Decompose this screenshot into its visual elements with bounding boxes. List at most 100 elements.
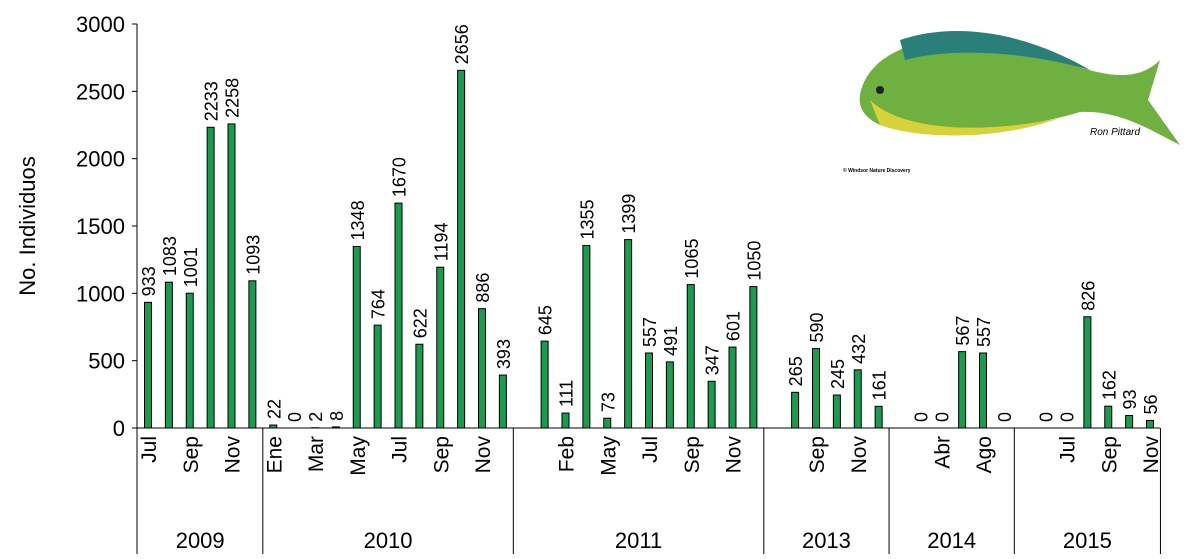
value-label: 0 (1058, 412, 1078, 422)
x-tick-label: May (597, 436, 620, 476)
x-tick-label: Nov (848, 436, 871, 474)
bar (687, 285, 694, 428)
bar (186, 293, 193, 428)
bar (604, 418, 611, 428)
bar (562, 413, 569, 428)
value-label: 0 (1037, 412, 1057, 422)
bar (833, 395, 840, 428)
value-label: 933 (139, 266, 159, 296)
artist-signature: Ron Pittard (1090, 127, 1140, 138)
value-label: 2656 (452, 24, 472, 64)
value-label: 161 (870, 370, 890, 400)
value-label: 111 (557, 380, 577, 407)
x-tick-label: Jul (389, 436, 412, 463)
value-label: 826 (1078, 281, 1098, 311)
bar (270, 425, 277, 428)
value-label: 1399 (619, 194, 639, 234)
group-label: 2010 (364, 528, 413, 553)
value-label: 557 (974, 317, 994, 347)
value-label: 491 (661, 326, 681, 356)
bar (959, 352, 966, 428)
value-label: 1065 (682, 239, 702, 279)
bar (625, 240, 632, 428)
value-label: 0 (932, 412, 952, 422)
bar (1105, 406, 1112, 428)
value-label: 56 (1141, 394, 1161, 414)
value-label: 2 (306, 412, 326, 422)
x-tick-label: Sep (180, 436, 203, 473)
x-tick-label: Sep (1098, 436, 1121, 473)
value-label: 8 (327, 411, 347, 421)
value-label: 567 (953, 316, 973, 346)
bar (980, 353, 987, 428)
group-label: 2009 (176, 528, 225, 553)
value-label: 601 (724, 311, 744, 341)
x-tick-label: May (347, 436, 370, 476)
bar (792, 392, 799, 428)
bar (813, 349, 820, 428)
value-label: 1194 (431, 222, 451, 261)
value-label: 73 (598, 392, 618, 412)
bar (541, 341, 548, 428)
x-tick-label: Sep (806, 436, 829, 473)
bar (332, 427, 339, 428)
value-label: 1001 (181, 247, 201, 287)
bar (708, 381, 715, 428)
bar (395, 203, 402, 428)
bar (479, 309, 486, 428)
bar (249, 281, 256, 428)
value-label: 645 (536, 305, 556, 335)
x-tick-label: Jul (639, 436, 662, 463)
bar (854, 370, 861, 428)
x-tick-label: Jul (1057, 436, 1080, 463)
bar (165, 282, 172, 428)
value-label: 22 (264, 399, 284, 419)
bar (416, 344, 423, 428)
y-tick-label: 2500 (76, 79, 125, 104)
bar (583, 246, 590, 428)
value-label: 265 (786, 356, 806, 386)
bar (458, 70, 465, 428)
value-label: 2258 (223, 78, 243, 118)
value-label: 0 (911, 412, 931, 422)
bar (1084, 317, 1091, 428)
bar (499, 375, 506, 428)
group-label: 2013 (802, 528, 851, 553)
x-tick-label: Ago (973, 436, 996, 473)
group-label: 2015 (1063, 528, 1112, 553)
x-tick-label: Nov (472, 436, 495, 474)
bar (228, 124, 235, 428)
image-credit: © Windsor Nature Discovery (843, 167, 911, 174)
x-tick-label: Nov (1140, 436, 1163, 474)
bar (729, 347, 736, 428)
value-label: 622 (410, 308, 430, 338)
fish-eye (876, 86, 884, 94)
bar (374, 325, 381, 428)
value-label: 1093 (243, 235, 263, 275)
value-label: 162 (1099, 370, 1119, 400)
x-tick-label: Sep (681, 436, 704, 473)
x-tick-label: Ene (263, 436, 286, 473)
x-tick-label: Abr (931, 436, 954, 469)
bar (875, 406, 882, 428)
bar (666, 362, 673, 428)
value-label: 1083 (160, 236, 180, 276)
value-label: 0 (995, 412, 1015, 422)
value-label: 1050 (744, 241, 764, 281)
bar (353, 246, 360, 428)
x-tick-label: Nov (723, 436, 746, 474)
fish-illustration: Ron Pittard © Windsor Nature Discovery (843, 31, 1180, 174)
group-label: 2014 (927, 528, 976, 553)
value-label: 432 (849, 334, 869, 364)
bar (646, 353, 653, 428)
y-tick-label: 2000 (76, 147, 125, 172)
y-tick-label: 0 (113, 416, 125, 441)
value-label: 93 (1120, 389, 1140, 409)
x-tick-label: Feb (556, 436, 579, 472)
bar (1126, 415, 1133, 428)
bar (437, 267, 444, 428)
y-tick-label: 500 (88, 349, 125, 374)
x-tick-label: Mar (305, 436, 328, 472)
bar (1147, 420, 1154, 428)
